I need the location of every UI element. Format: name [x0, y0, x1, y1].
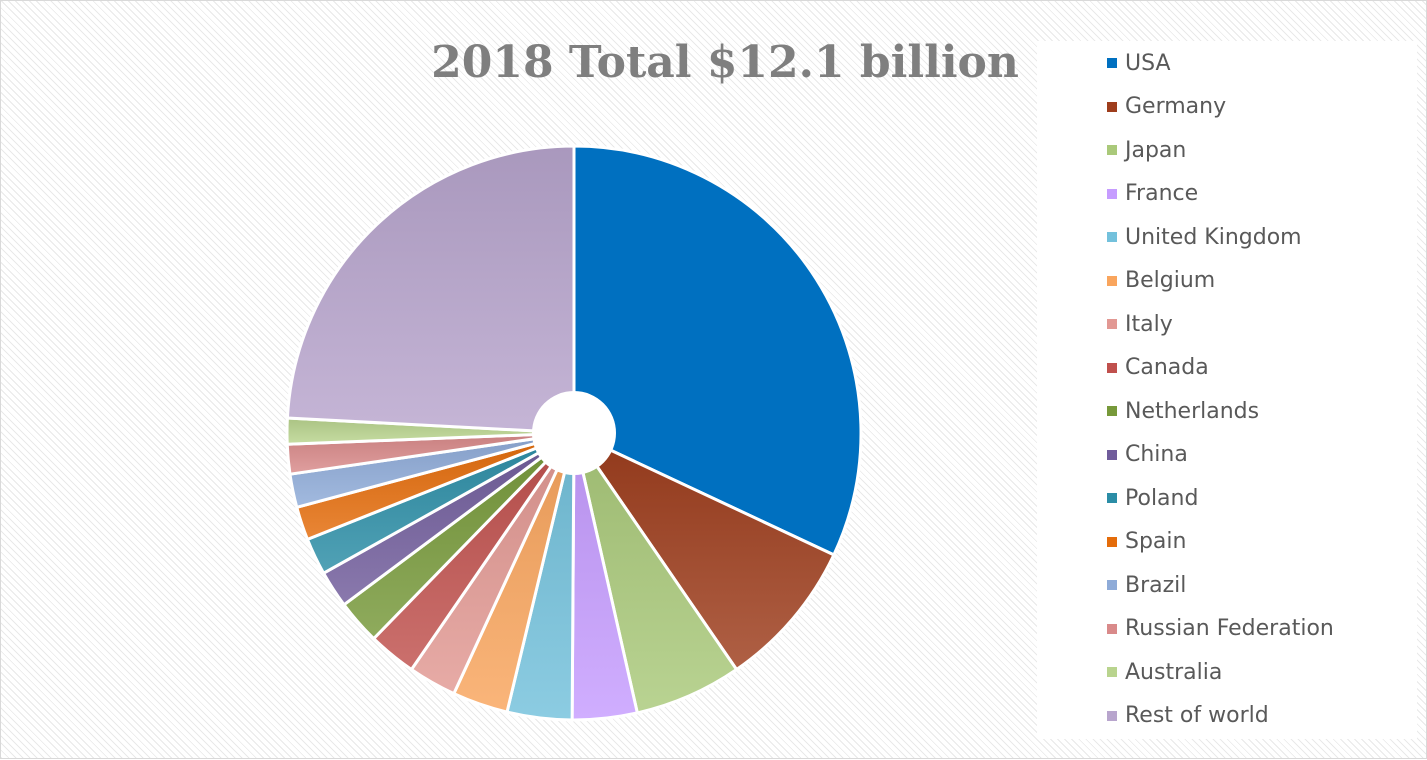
legend-swatch [1107, 710, 1117, 721]
pie-slice-germany [572, 431, 836, 672]
legend-swatch [1107, 536, 1117, 547]
legend-swatch [1107, 623, 1117, 634]
legend-label: Russian Federation [1125, 616, 1334, 641]
legend-label: Netherlands [1125, 398, 1260, 424]
legend-label: Japan [1125, 137, 1187, 163]
legend-swatch [1107, 362, 1117, 373]
chart-legend: USA Germany Japan France United Kingdom Belgi… [1037, 41, 1417, 739]
pie-chart [285, 144, 863, 722]
legend-swatch [1107, 275, 1117, 286]
legend-swatch [1107, 232, 1117, 242]
legend-swatch [1107, 406, 1117, 416]
legend-label: France [1125, 181, 1199, 206]
legend-label: Canada [1125, 355, 1209, 380]
legend-label: Rest of world [1125, 703, 1269, 728]
legend-label: Poland [1125, 485, 1199, 511]
legend-label: Italy [1125, 311, 1173, 337]
legend-swatch [1107, 101, 1117, 112]
legend-swatch [1107, 667, 1117, 677]
legend-label: United Kingdom [1125, 224, 1302, 250]
pie-slice-usa [572, 144, 863, 557]
legend-swatch [1107, 145, 1117, 155]
legend-label: Spain [1125, 529, 1187, 554]
legend-swatch [1107, 580, 1117, 590]
legend-swatch [1107, 58, 1117, 68]
legend-swatch [1107, 188, 1117, 199]
legend-label: Belgium [1125, 268, 1216, 293]
pie-slice-rest-of-world [285, 144, 576, 435]
legend-swatch [1107, 449, 1117, 460]
legend-label: Brazil [1125, 572, 1187, 598]
legend-swatch [1107, 319, 1117, 329]
chart-title: 2018 Total $12.1 billion [431, 37, 1019, 88]
legend-swatch [1107, 493, 1117, 503]
legend-label: Germany [1125, 94, 1227, 119]
legend-label: USA [1125, 50, 1171, 76]
pie-center [532, 391, 616, 475]
legend-label: China [1125, 442, 1188, 467]
legend-label: Australia [1125, 659, 1223, 685]
